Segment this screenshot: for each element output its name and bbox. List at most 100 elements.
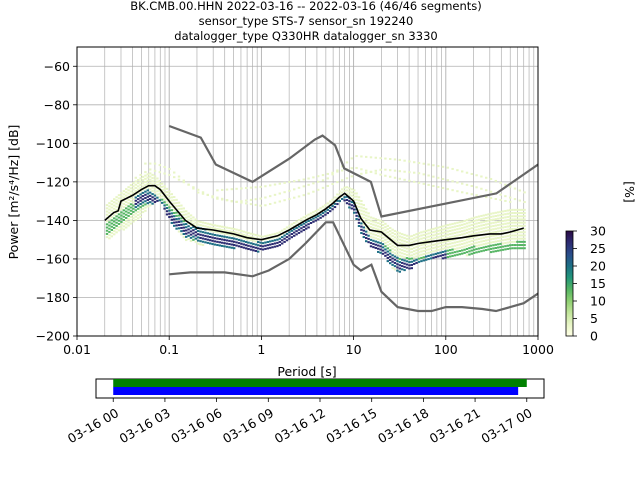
density-cell (475, 222, 478, 225)
density-cell (129, 193, 133, 196)
density-cell (374, 227, 377, 230)
density-cell (509, 228, 512, 231)
density-cell (137, 214, 140, 217)
density-cell (485, 220, 488, 223)
density-cell (465, 254, 469, 257)
density-cell (321, 179, 325, 182)
density-cell (398, 158, 401, 161)
density-cell (439, 248, 442, 251)
density-cell (153, 200, 157, 203)
density-cell (341, 197, 344, 200)
density-cell (501, 236, 505, 239)
density-cell (381, 239, 385, 242)
density-cell (206, 238, 209, 241)
y-tick-label: −120 (36, 174, 70, 189)
density-cell (158, 189, 161, 192)
density-cell (312, 211, 315, 214)
density-cell (110, 235, 113, 238)
density-cell (305, 214, 308, 217)
density-cell (122, 215, 125, 218)
density-cell (427, 232, 430, 235)
density-cell (444, 237, 447, 240)
density-cell (389, 226, 392, 229)
density-cell (489, 247, 493, 250)
density-cell (249, 235, 253, 238)
density-cell (127, 218, 130, 221)
density-cell (396, 250, 399, 253)
density-cell (489, 219, 493, 222)
density-cell (182, 223, 185, 226)
density-cell (497, 233, 500, 236)
density-cell (417, 248, 421, 251)
density-cell (461, 243, 464, 246)
density-cell (141, 182, 145, 185)
density-cell (117, 216, 121, 219)
density-cell (228, 239, 231, 242)
density-cell (264, 235, 267, 238)
density-cell (458, 246, 461, 249)
density-cell (228, 246, 231, 249)
density-cell (386, 234, 389, 237)
density-cell (456, 250, 459, 253)
density-cell (516, 212, 519, 215)
density-cell (468, 231, 471, 234)
density-cell (377, 231, 380, 234)
density-cell (413, 259, 416, 262)
density-cell (384, 235, 387, 238)
density-cell (432, 227, 435, 230)
density-cell (206, 235, 209, 238)
density-cell (465, 247, 469, 250)
density-cell (482, 217, 485, 220)
density-cell (389, 169, 392, 172)
y-tick-label: −160 (36, 251, 70, 266)
density-cell (276, 238, 279, 241)
density-cell (521, 215, 524, 218)
density-cell (470, 243, 473, 246)
density-cell (403, 233, 406, 236)
density-cell (420, 231, 423, 234)
density-cell (326, 177, 329, 180)
density-cell (521, 247, 524, 250)
density-cell (377, 228, 380, 231)
density-cell (497, 220, 500, 223)
colorbar-tick-label: 0 (590, 329, 598, 344)
density-cell (201, 234, 205, 237)
density-cell (153, 178, 157, 181)
density-cell (398, 241, 401, 244)
density-cell (288, 189, 291, 192)
density-cell (413, 253, 416, 256)
density-cell (456, 224, 459, 227)
density-cell (403, 240, 406, 243)
density-cell (242, 237, 245, 240)
density-cell (489, 228, 493, 231)
density-cell (475, 228, 478, 231)
density-cell (444, 234, 447, 237)
density-cell (441, 228, 445, 231)
density-cell (477, 228, 481, 231)
density-cell (357, 209, 361, 212)
density-cell (456, 247, 459, 250)
density-cell (173, 212, 176, 215)
density-cell (163, 204, 166, 207)
density-cell (269, 234, 272, 237)
density-cell (149, 191, 152, 194)
density-cell (137, 191, 140, 194)
density-cell (189, 236, 193, 239)
y-axis-ticks: −60−80−100−120−140−160−180−200 (36, 59, 77, 344)
density-cell (506, 238, 509, 241)
density-cell (403, 237, 406, 240)
density-cell (420, 240, 423, 243)
density-cell (307, 220, 310, 223)
density-cell (180, 207, 183, 210)
density-cell (487, 226, 490, 229)
density-cell (432, 237, 435, 240)
density-cell (141, 179, 145, 182)
density-cell (175, 198, 178, 201)
density-cell (348, 203, 351, 206)
density-cell (197, 220, 200, 223)
density-cell (357, 199, 361, 202)
density-cell (470, 227, 473, 230)
density-cell (393, 239, 397, 242)
density-cell (422, 249, 425, 252)
